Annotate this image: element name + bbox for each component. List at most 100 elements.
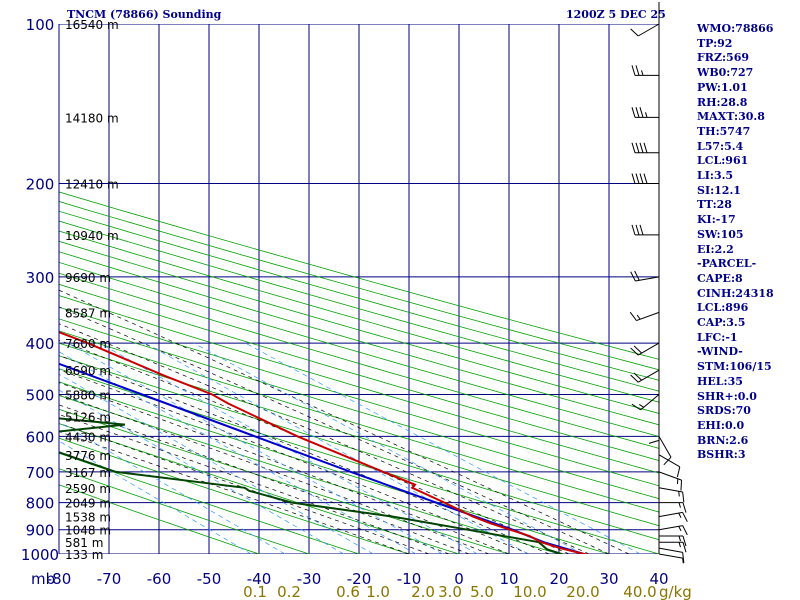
dry-adiabat bbox=[59, 230, 659, 403]
height-label: 9690 m bbox=[65, 271, 111, 285]
wind-barb-flag bbox=[643, 142, 648, 153]
pressure-unit-label: mb bbox=[31, 570, 55, 588]
dry-adiabat bbox=[59, 210, 659, 381]
pressure-tick-label: 900 bbox=[26, 522, 55, 540]
wind-barb-flag bbox=[643, 173, 648, 184]
wind-barb-flag bbox=[631, 107, 636, 118]
wind-barb-flag bbox=[682, 535, 687, 547]
wind-barb bbox=[658, 454, 681, 478]
dry-adiabat bbox=[59, 330, 659, 513]
wind-barb-flag bbox=[682, 502, 687, 513]
mixing-ratio-label: 10.0 bbox=[513, 583, 546, 600]
index-value: LFC:-1 bbox=[697, 330, 738, 344]
height-label: 133 m bbox=[65, 548, 103, 562]
height-label: 3167 m bbox=[65, 466, 111, 480]
index-value: LCL:961 bbox=[697, 154, 749, 168]
wind-barb-flag bbox=[631, 65, 636, 76]
mixing-ratio-label: 20.0 bbox=[566, 583, 599, 600]
wind-barb-flag bbox=[631, 403, 641, 411]
wind-barb-flag bbox=[630, 271, 636, 282]
moist-adiabat bbox=[59, 306, 610, 554]
wind-barb-half-flag bbox=[636, 314, 641, 320]
pressure-tick-label: 600 bbox=[26, 428, 55, 446]
pressure-tick-label: 1000 bbox=[21, 546, 59, 564]
wind-barb-half-flag bbox=[641, 70, 644, 76]
wind-barb-flag bbox=[635, 173, 640, 184]
index-value: SHR+:0.0 bbox=[697, 389, 757, 403]
mixing-ratio-unit: g/kg bbox=[659, 583, 692, 600]
dry-adiabat bbox=[59, 220, 659, 392]
index-value: FRZ:569 bbox=[697, 51, 750, 65]
dry-adiabat bbox=[59, 240, 659, 414]
mixing-ratio-label: 0.2 bbox=[277, 583, 301, 600]
mixing-ratio-line bbox=[245, 342, 641, 554]
index-value: EI:2.2 bbox=[697, 242, 734, 256]
wind-barb-flag bbox=[630, 28, 639, 37]
dry-adiabat bbox=[59, 306, 659, 487]
wind-barb-half-flag bbox=[678, 542, 681, 548]
temperature-tick-label: -50 bbox=[197, 570, 222, 588]
moist-adiabat bbox=[59, 414, 450, 554]
wind-barb-flag bbox=[633, 345, 643, 354]
stability-indices-panel: WMO:78866 TP:92 FRZ:569 WB0:727 PW:1.01 RH:28… bbox=[697, 22, 797, 463]
wind-barb-flag bbox=[635, 107, 640, 118]
height-label: 16540 m bbox=[65, 18, 119, 32]
height-label: 6690 m bbox=[65, 364, 111, 378]
wind-barb-flag bbox=[639, 224, 644, 236]
height-label: 2590 m bbox=[65, 482, 111, 496]
mixing-ratio-label: 0.1 bbox=[243, 583, 267, 600]
wind-barb-flag bbox=[631, 224, 636, 236]
moist-adiabat bbox=[59, 339, 570, 554]
height-label: 2049 m bbox=[65, 497, 111, 511]
wind-barb-shaft bbox=[658, 547, 683, 553]
index-value: CINH:24318 bbox=[697, 286, 774, 300]
wind-barb bbox=[658, 525, 688, 536]
index-value: EHI:0.0 bbox=[697, 418, 745, 432]
wind-barb bbox=[629, 311, 660, 322]
temperature-tick-label: -60 bbox=[147, 570, 172, 588]
index-value: BRN:2.6 bbox=[697, 433, 749, 447]
wind-barb-flag bbox=[631, 142, 636, 153]
height-label: 581 m bbox=[65, 536, 103, 550]
index-value: -WIND- bbox=[697, 345, 743, 359]
wind-barb bbox=[658, 471, 683, 491]
wind-barb-flag bbox=[682, 525, 688, 536]
index-value: TP:92 bbox=[697, 36, 733, 50]
wind-barb-half-flag bbox=[678, 502, 681, 508]
mixing-ratio-label: 2.0 bbox=[411, 583, 435, 600]
wind-barb-flag bbox=[635, 224, 640, 236]
index-value: WMO:78866 bbox=[697, 22, 774, 35]
height-label: 10940 m bbox=[65, 229, 119, 243]
wind-barb-flag bbox=[682, 542, 687, 553]
index-value: SRDS:70 bbox=[697, 404, 751, 418]
height-label: 1538 m bbox=[65, 511, 111, 525]
moist-adiabat bbox=[59, 431, 410, 554]
dry-adiabat bbox=[59, 261, 659, 437]
height-label: 14180 m bbox=[65, 111, 119, 125]
index-value: TT:28 bbox=[697, 198, 732, 212]
wind-barb-flag bbox=[639, 107, 644, 118]
dry-adiabat bbox=[59, 395, 561, 554]
wind-barb bbox=[630, 270, 660, 282]
dry-adiabat bbox=[59, 437, 411, 554]
temperature-profile bbox=[59, 331, 590, 554]
wind-barb-flag bbox=[682, 552, 685, 563]
mixing-ratio-line bbox=[59, 373, 374, 554]
wind-barb-flag bbox=[676, 466, 681, 478]
dry-adiabat bbox=[59, 452, 361, 554]
dewpoint-profile bbox=[59, 417, 565, 554]
wind-barb-flag bbox=[633, 372, 643, 381]
index-value: SW:105 bbox=[697, 227, 744, 241]
temperature-tick-label: -10 bbox=[397, 570, 422, 588]
wind-barb bbox=[631, 107, 659, 118]
pressure-tick-label: 700 bbox=[26, 464, 55, 482]
wind-barb-flag bbox=[639, 173, 644, 184]
moist-adiabat bbox=[59, 422, 430, 554]
dry-adiabat bbox=[59, 381, 611, 554]
index-value: KI:-17 bbox=[697, 213, 736, 227]
wind-barb-flag bbox=[629, 311, 637, 321]
index-value: L57:5.4 bbox=[697, 139, 744, 153]
wind-barb-flag bbox=[631, 173, 636, 184]
wind-barb bbox=[659, 535, 687, 547]
wind-barb-half-flag bbox=[678, 491, 680, 497]
